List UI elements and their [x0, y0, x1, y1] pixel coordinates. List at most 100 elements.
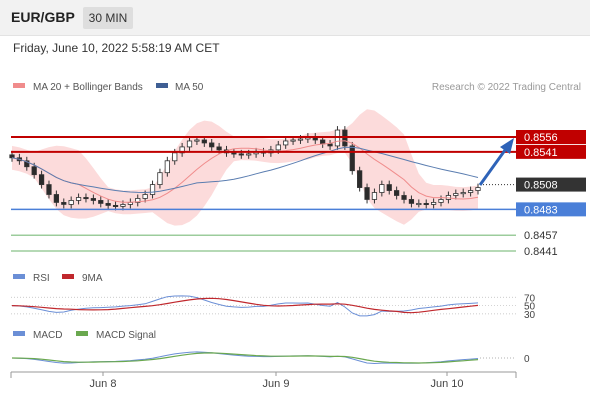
ma50-legend-label: MA 50	[175, 82, 204, 93]
candle-body	[194, 139, 200, 142]
macd-level-label: 0	[524, 354, 530, 365]
candle-body	[290, 139, 296, 142]
symbol-title: EUR/GBP	[11, 9, 75, 25]
candle-body	[53, 194, 59, 203]
level-box-resistance	[516, 144, 586, 159]
candle-body	[275, 144, 281, 151]
macd-legend-swatch	[13, 331, 25, 336]
rsi-level-label: 30	[524, 310, 536, 321]
rsi-legend-label: RSI	[33, 273, 50, 284]
candles-layer	[9, 126, 481, 211]
timeframe-button[interactable]: 30 MIN	[83, 7, 133, 29]
candle-body	[112, 204, 119, 207]
macd-signal-line	[11, 352, 479, 364]
level-label-last: 0.8508	[524, 180, 558, 192]
copyright-text: Research © 2022 Trading Central	[432, 82, 581, 93]
level-box-resistance	[516, 130, 586, 144]
candle-body	[201, 139, 207, 144]
x-axis-label: Jun 10	[430, 378, 463, 390]
header-bar: EUR/GBP 30 MIN	[0, 0, 590, 36]
candle-body	[231, 152, 237, 155]
candle-body	[90, 198, 96, 201]
candle-body	[453, 193, 459, 196]
candle-body	[75, 197, 82, 201]
candle-body	[394, 190, 400, 196]
bollinger-band-area	[12, 109, 478, 226]
rsi-ma-line	[11, 297, 479, 314]
bollinger-bands-layer	[12, 109, 478, 226]
level-label-support: 0.8483	[524, 204, 558, 216]
ma20-legend-swatch	[13, 83, 25, 88]
candle-body	[31, 166, 37, 176]
candle-body	[172, 152, 178, 162]
forecast-arrow-shaft	[478, 145, 510, 186]
level-label-resistance: 0.8556	[524, 132, 558, 144]
candle-body	[467, 190, 474, 193]
candle-body	[423, 203, 429, 206]
candle-body	[438, 199, 444, 203]
candle-body	[149, 184, 156, 195]
ma50-legend-swatch	[156, 83, 168, 88]
candle-body	[24, 160, 30, 168]
forecast-arrow-head	[500, 138, 514, 154]
candle-body	[475, 187, 481, 191]
candle-body	[209, 142, 215, 148]
rsi-level-label: 50	[524, 302, 536, 313]
candle-body	[120, 204, 126, 207]
levels-layer: 0.8556 0.8541 0.8508 0.8483 0.8457 0.8441	[11, 130, 586, 258]
candle-body	[46, 184, 52, 195]
ma50-line	[11, 146, 479, 194]
candle-body	[320, 139, 326, 145]
x-axis-label: Jun 8	[90, 378, 117, 390]
candle-body	[61, 202, 67, 205]
candle-body	[371, 192, 378, 200]
candle-body	[68, 200, 74, 205]
candle-body	[408, 199, 415, 204]
candle-body	[246, 153, 252, 156]
candle-body	[283, 140, 289, 146]
candle-body	[401, 195, 407, 200]
x-axis-labels: Jun 8 Jun 9 Jun 10	[90, 372, 464, 390]
level-box-support	[516, 202, 586, 217]
candle-body	[9, 154, 15, 159]
candle-body	[416, 203, 422, 206]
macd-signal-legend-label: MACD Signal	[96, 330, 156, 341]
rsi-level-label: 70	[524, 293, 536, 304]
candle-body	[216, 146, 222, 151]
macd-signal-legend-swatch	[76, 331, 88, 336]
x-axis-label: Jun 9	[263, 378, 290, 390]
macd-legend-label: MACD	[33, 330, 62, 341]
candle-body	[364, 187, 370, 200]
candle-body	[142, 194, 148, 199]
level-box-last	[516, 177, 586, 192]
rsi-legend-swatch	[13, 274, 25, 279]
candle-body	[157, 172, 163, 185]
candle-body	[238, 153, 244, 156]
level-label-resistance: 0.8541	[524, 147, 558, 159]
candle-body	[357, 170, 363, 188]
candle-body	[135, 198, 141, 203]
rsi-line	[11, 295, 479, 317]
candle-body	[297, 138, 304, 141]
candle-body	[386, 184, 392, 191]
rsi-ma-legend-label: 9MA	[82, 273, 103, 284]
candle-body	[164, 160, 170, 174]
candle-body	[430, 202, 437, 205]
ma20-line	[11, 140, 479, 203]
moving-averages-layer	[11, 140, 479, 203]
rsi-ma-legend-swatch	[62, 274, 74, 279]
candle-body	[83, 197, 89, 200]
candle-body	[349, 145, 355, 172]
candle-body	[460, 192, 466, 195]
candle-body	[327, 143, 333, 147]
level-label-target: 0.8457	[524, 230, 558, 242]
candle-body	[379, 184, 385, 193]
level-label-target: 0.8441	[524, 246, 558, 258]
ma20-legend-label: MA 20 + Bollinger Bands	[33, 82, 143, 93]
candle-body	[105, 203, 111, 206]
candle-body	[38, 174, 45, 185]
chart-datetime: Friday, June 10, 2022 5:58:19 AM CET	[13, 41, 220, 55]
candle-body	[98, 200, 104, 204]
